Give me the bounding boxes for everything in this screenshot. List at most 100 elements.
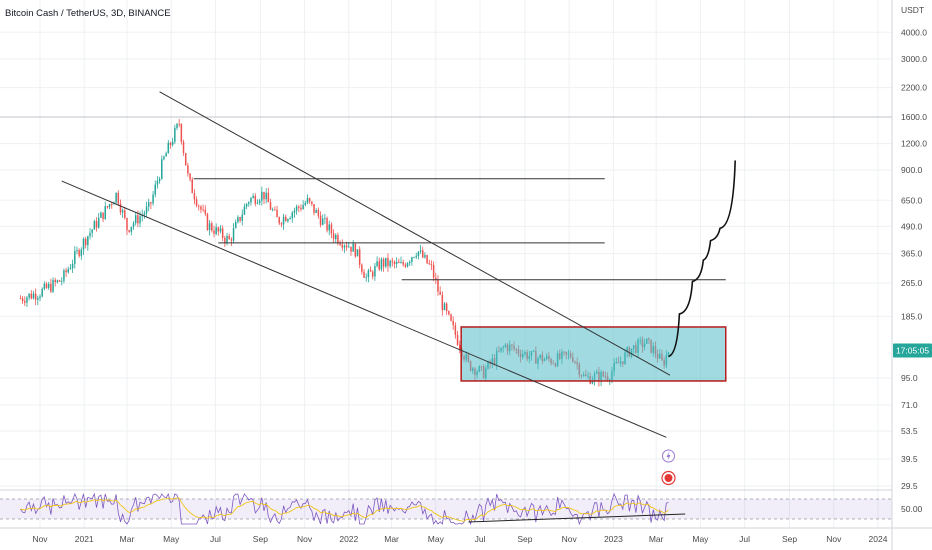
candle-body bbox=[252, 195, 254, 199]
candle-body bbox=[108, 204, 111, 208]
candle-body bbox=[50, 283, 52, 292]
candle-body bbox=[228, 235, 230, 240]
candle-body bbox=[97, 217, 100, 228]
candle-body bbox=[448, 311, 450, 315]
candle-body bbox=[315, 209, 317, 213]
candle-body bbox=[271, 209, 274, 211]
candle-body bbox=[139, 216, 141, 224]
candle-body bbox=[321, 218, 324, 225]
x-tick-label: Jul bbox=[739, 534, 750, 544]
lightning-glyph bbox=[666, 451, 671, 461]
rsi-tick-label: 50.00 bbox=[901, 504, 923, 514]
y-tick-label: 3000.0 bbox=[901, 54, 927, 64]
y-tick-label: 1200.0 bbox=[901, 139, 927, 149]
candle-body bbox=[211, 223, 213, 231]
x-tick-label: Nov bbox=[562, 534, 578, 544]
candle-body bbox=[317, 209, 320, 216]
candle-body bbox=[217, 227, 220, 232]
candle-body bbox=[58, 280, 61, 282]
candle-body bbox=[400, 262, 402, 263]
candle-body bbox=[215, 227, 217, 234]
candle-body bbox=[367, 270, 370, 278]
y-tick-label: 2200.0 bbox=[901, 83, 927, 93]
candle-body bbox=[408, 261, 411, 264]
candle-body bbox=[63, 270, 65, 281]
candle-body bbox=[200, 206, 202, 210]
candle-body bbox=[424, 255, 426, 258]
candle-body bbox=[398, 261, 400, 263]
candle-body bbox=[332, 233, 335, 240]
candle-body bbox=[24, 301, 26, 303]
candle-body bbox=[202, 209, 204, 211]
candle-body bbox=[30, 293, 33, 299]
candle-body bbox=[47, 283, 50, 288]
y-tick-label: 650.0 bbox=[901, 195, 923, 205]
candle-body bbox=[67, 269, 70, 273]
candle-body bbox=[267, 192, 270, 203]
candle-body bbox=[419, 250, 422, 252]
candle-body bbox=[232, 228, 235, 241]
candle-body bbox=[363, 271, 365, 278]
candle-body bbox=[60, 280, 63, 282]
candle-body bbox=[243, 206, 246, 215]
candle-body bbox=[361, 264, 363, 272]
candle-body bbox=[376, 261, 378, 267]
candle-body bbox=[432, 265, 435, 278]
candle-body bbox=[213, 230, 215, 234]
candle-body bbox=[37, 298, 39, 300]
candle-body bbox=[104, 206, 107, 220]
candle-body bbox=[52, 279, 54, 292]
flag-icon-core bbox=[664, 474, 673, 482]
y-tick-label: 265.0 bbox=[901, 278, 923, 288]
x-tick-label: Sep bbox=[253, 534, 268, 544]
candle-body bbox=[237, 217, 239, 223]
x-tick-label: Nov bbox=[32, 534, 48, 544]
last-price-countdown: 17:05:05 bbox=[896, 345, 929, 355]
candle-body bbox=[134, 215, 137, 224]
candle-body bbox=[311, 201, 313, 205]
y-tick-label: 4000.0 bbox=[901, 27, 927, 37]
y-tick-label: 365.0 bbox=[901, 249, 923, 259]
candle-body bbox=[119, 203, 122, 213]
candle-body bbox=[43, 283, 46, 289]
rsi-pane bbox=[0, 492, 892, 526]
x-tick-label: May bbox=[428, 534, 445, 544]
candle-body bbox=[415, 256, 417, 258]
candle-body bbox=[445, 303, 448, 312]
candle-body bbox=[197, 205, 200, 207]
candle-body bbox=[591, 380, 594, 384]
candle-body bbox=[76, 250, 78, 252]
candle-body bbox=[121, 210, 124, 213]
candle-body bbox=[250, 198, 252, 203]
drawings bbox=[61, 91, 736, 486]
candle-body bbox=[191, 179, 193, 194]
candle-body bbox=[261, 191, 263, 201]
candle-body bbox=[276, 209, 278, 218]
x-tick-label: Sep bbox=[782, 534, 797, 544]
y-tick-label: 95.0 bbox=[901, 373, 918, 383]
y-tick-label: 900.0 bbox=[901, 165, 923, 175]
candle-body bbox=[69, 268, 72, 270]
x-tick-label: May bbox=[163, 534, 180, 544]
projection-path bbox=[668, 160, 736, 358]
candle-body bbox=[298, 206, 300, 208]
x-tick-label: Nov bbox=[826, 534, 842, 544]
candle-body bbox=[385, 257, 387, 267]
candle-body bbox=[32, 293, 35, 299]
candle-body bbox=[302, 205, 304, 210]
candle-body bbox=[71, 263, 74, 269]
candle-body bbox=[387, 257, 389, 267]
candle-body bbox=[339, 243, 341, 245]
candle-body bbox=[304, 203, 307, 206]
candle-body bbox=[156, 181, 159, 185]
candle-body bbox=[245, 203, 248, 207]
candle-body bbox=[128, 230, 130, 232]
candle-body bbox=[356, 249, 359, 257]
candle-body bbox=[74, 251, 76, 264]
candle-body bbox=[437, 279, 439, 292]
candle-body bbox=[439, 291, 441, 295]
candle-body bbox=[87, 236, 89, 246]
candle-body bbox=[330, 224, 333, 234]
candle-body bbox=[208, 223, 211, 231]
